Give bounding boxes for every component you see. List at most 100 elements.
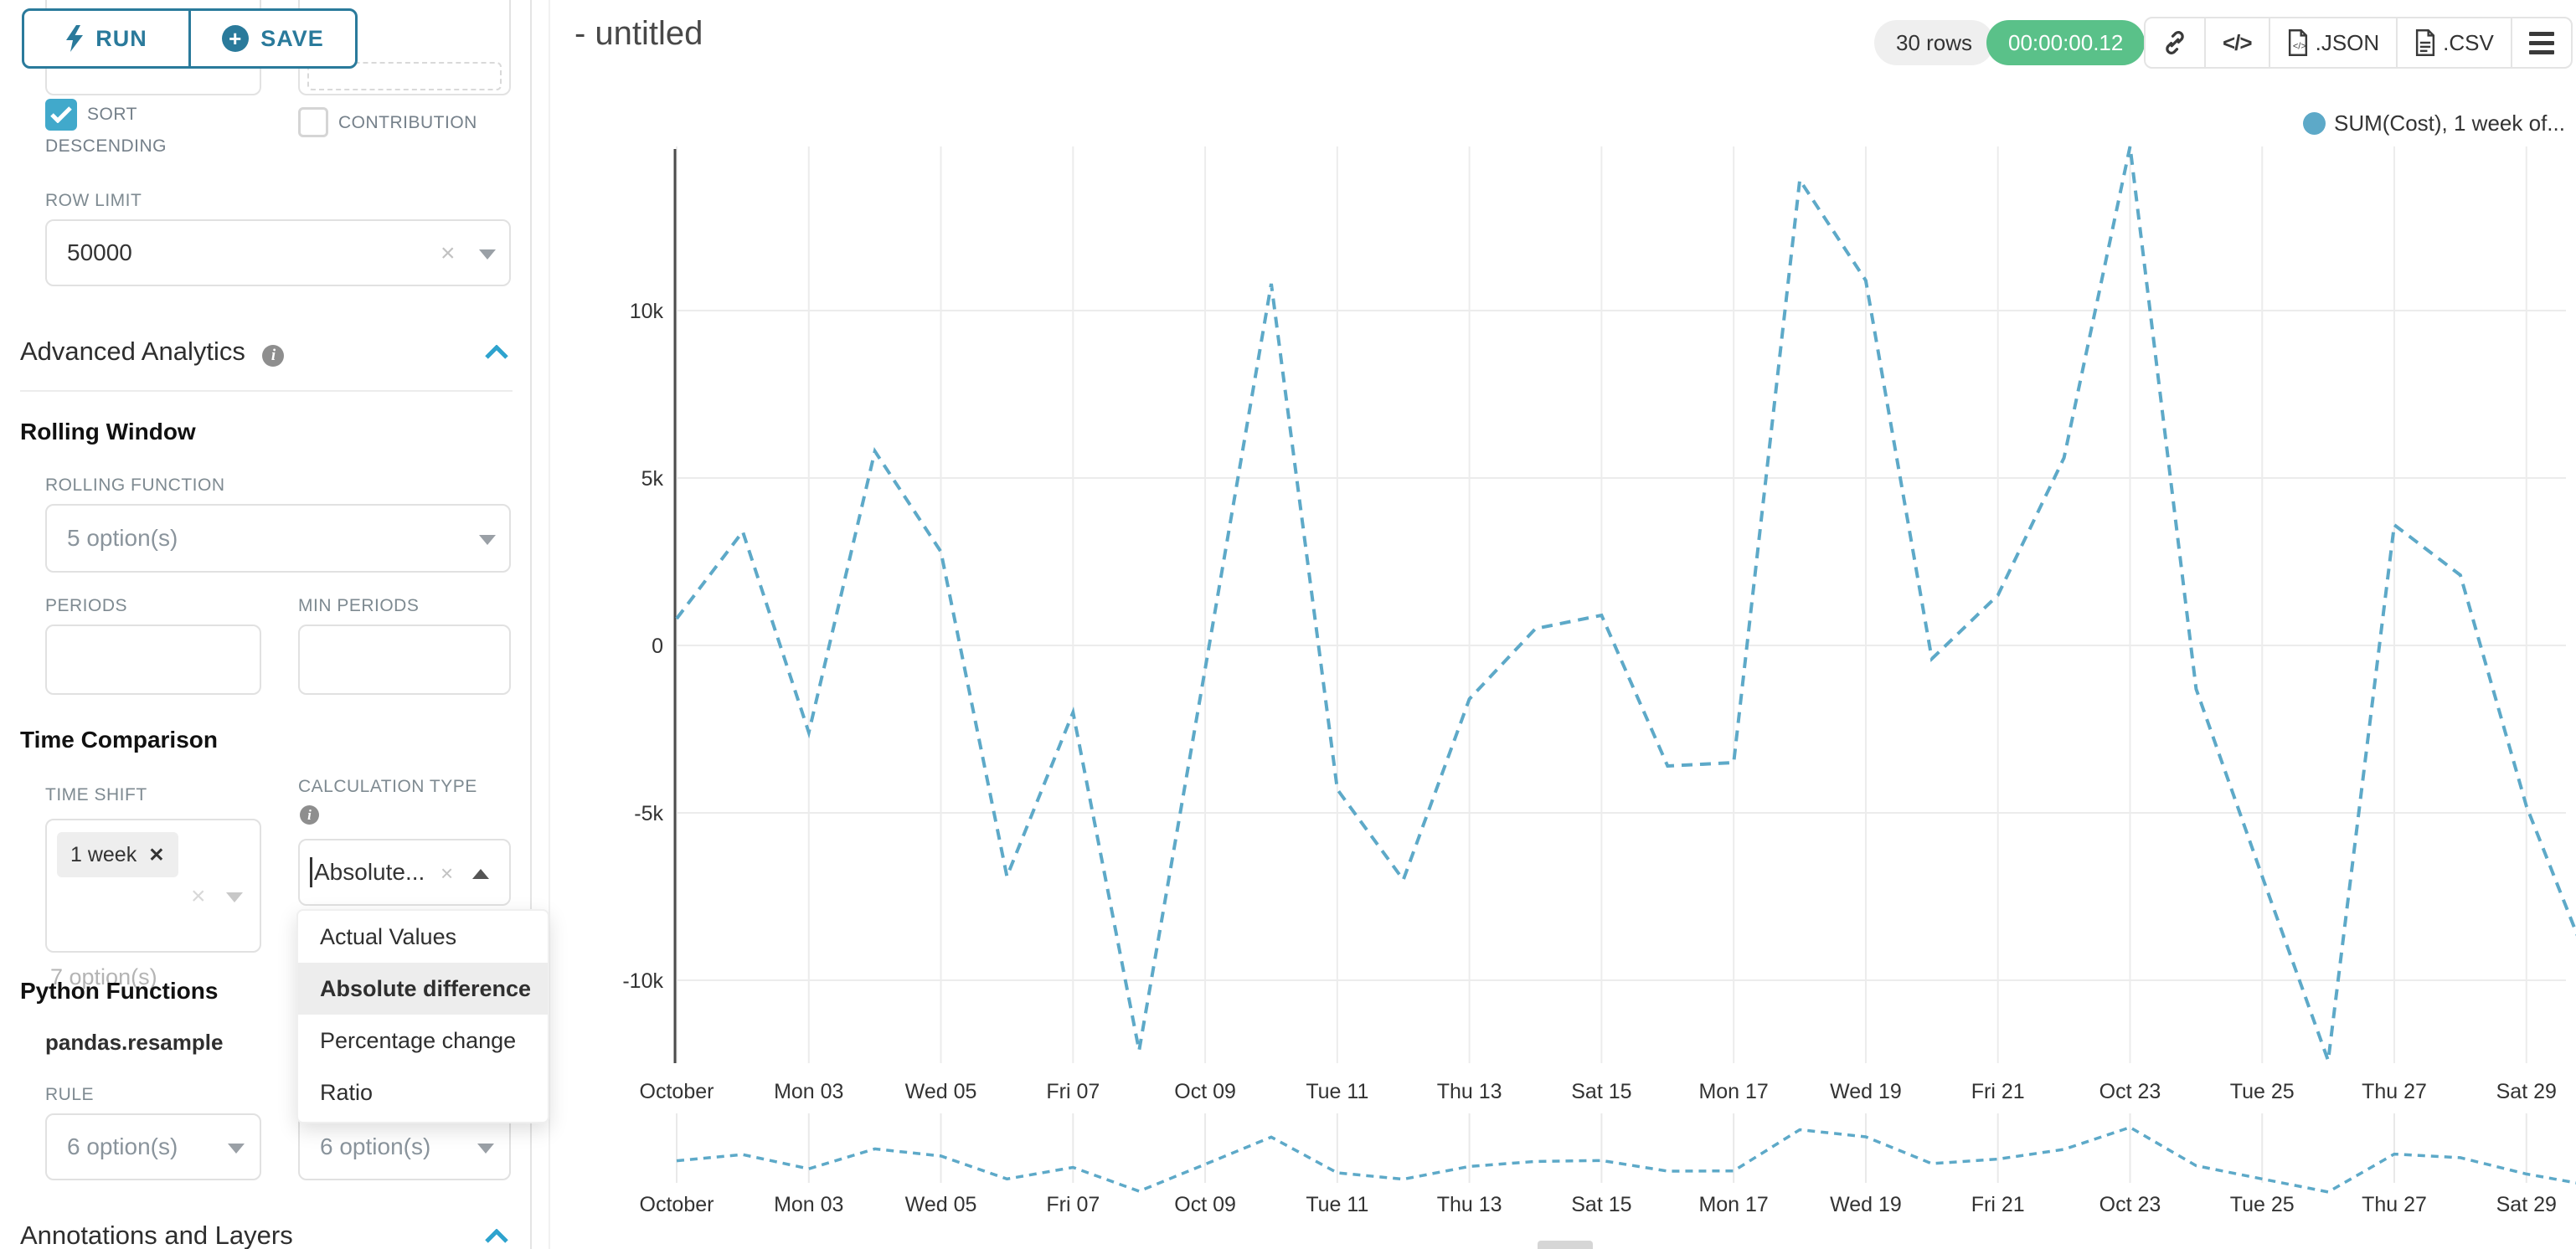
advanced-analytics-title: Advanced Analytics xyxy=(20,337,245,366)
text-cursor xyxy=(310,857,312,887)
dropdown-option-actual-values[interactable]: Actual Values xyxy=(320,924,457,949)
min-periods-label: MIN PERIODS xyxy=(298,596,420,615)
periods-label: PERIODS xyxy=(45,596,128,615)
chevron-up-icon xyxy=(472,869,489,879)
save-button[interactable]: + SAVE xyxy=(188,11,355,66)
dropdown-option-absolute-difference[interactable]: Absolute difference xyxy=(298,963,548,1015)
export-csv-button[interactable]: .CSV xyxy=(2396,18,2511,67)
dropdown-option-percentage-change[interactable]: Percentage change xyxy=(320,1028,517,1053)
main-chart[interactable]: 10k 5k 0 -5k -10k October Mon 03 Wed 05 Fri 07 Oc… xyxy=(553,117,2576,1109)
clear-icon[interactable]: × xyxy=(440,861,454,886)
svg-text:Oct 09: Oct 09 xyxy=(1174,1193,1236,1216)
cutoff-tag-input[interactable] xyxy=(298,0,511,95)
chevron-up-icon[interactable] xyxy=(484,345,509,360)
chart-legend[interactable]: SUM(Cost), 1 week of... xyxy=(2303,111,2565,136)
chevron-down-icon xyxy=(226,892,243,902)
svg-text:Tue 25: Tue 25 xyxy=(2230,1080,2295,1103)
more-menu-button[interactable] xyxy=(2510,18,2571,67)
svg-text:October: October xyxy=(640,1193,714,1216)
svg-text:Fri 07: Fri 07 xyxy=(1046,1080,1100,1103)
contribution-control[interactable]: CONTRIBUTION xyxy=(298,107,549,139)
calculation-type-label: CALCULATION TYPE xyxy=(298,777,477,796)
clear-icon[interactable]: × xyxy=(191,882,206,910)
check-icon xyxy=(50,106,72,123)
time-shift-tag[interactable]: 1 week ✕ xyxy=(57,832,178,877)
svg-text:Wed 05: Wed 05 xyxy=(905,1193,977,1216)
contribution-checkbox[interactable] xyxy=(298,107,328,137)
svg-text:Thu 13: Thu 13 xyxy=(1437,1080,1502,1103)
time-comparison-title: Time Comparison xyxy=(20,727,218,753)
save-label: SAVE xyxy=(260,25,324,51)
export-json-label: .JSON xyxy=(2315,29,2380,55)
hamburger-icon xyxy=(2528,31,2554,54)
svg-text:10k: 10k xyxy=(630,300,664,323)
advanced-analytics-header[interactable]: Advanced Analytics i xyxy=(20,337,285,367)
rule-label: RULE xyxy=(45,1085,95,1104)
embed-code-button[interactable]: </> xyxy=(2204,18,2269,67)
svg-text:Sat 15: Sat 15 xyxy=(1571,1193,1631,1216)
chevron-down-icon xyxy=(477,1144,494,1154)
svg-text:-10k: -10k xyxy=(622,969,663,993)
plus-circle-icon: + xyxy=(222,25,250,52)
svg-text:Thu 27: Thu 27 xyxy=(2362,1080,2427,1103)
info-icon[interactable]: i xyxy=(262,345,285,367)
svg-text:October: October xyxy=(640,1080,714,1103)
calculation-type-select[interactable]: Absolute... × xyxy=(298,839,511,906)
resample-method-select[interactable]: 6 option(s) xyxy=(298,1113,511,1180)
sort-descending-control[interactable]: SORT DESCENDING xyxy=(45,99,221,162)
row-limit-select[interactable]: 50000 × xyxy=(45,219,511,286)
file-icon xyxy=(2416,29,2435,56)
row-limit-label: ROW LIMIT xyxy=(45,191,142,210)
resample-method-value: 6 option(s) xyxy=(320,1133,431,1159)
rolling-function-value: 5 option(s) xyxy=(67,525,178,551)
dashed-drop-area xyxy=(307,62,502,90)
dropdown-option-ratio[interactable]: Ratio xyxy=(320,1080,374,1105)
timer-badge: 00:00:00.12 xyxy=(1986,20,2146,65)
copy-link-button[interactable] xyxy=(2146,18,2204,67)
export-json-button[interactable]: </> .JSON xyxy=(2268,18,2397,67)
chevron-up-icon[interactable] xyxy=(484,1229,509,1244)
run-button[interactable]: RUN xyxy=(24,11,188,66)
time-shift-label: TIME SHIFT xyxy=(45,785,147,804)
svg-text:Fri 21: Fri 21 xyxy=(1971,1080,2025,1103)
code-icon: </> xyxy=(2223,29,2253,55)
sort-descending-label: SORT DESCENDING xyxy=(45,105,167,156)
svg-text:Oct 23: Oct 23 xyxy=(2099,1080,2161,1103)
legend-label: SUM(Cost), 1 week of... xyxy=(2334,111,2565,136)
panel-divider[interactable] xyxy=(530,0,532,1249)
export-toolbar: </> </> .JSON .CSV xyxy=(2144,17,2573,69)
remove-tag-icon[interactable]: ✕ xyxy=(148,843,165,866)
svg-text:Fri 21: Fri 21 xyxy=(1971,1193,2025,1216)
file-icon: </> xyxy=(2288,29,2307,56)
legend-dot-icon xyxy=(2303,112,2326,135)
min-periods-input[interactable] xyxy=(298,624,511,695)
svg-text:Oct 23: Oct 23 xyxy=(2099,1193,2161,1216)
mini-preview-chart[interactable]: October Mon 03 Wed 05 Fri 07 Oct 09 Tue 11 Thu… xyxy=(553,1109,2576,1249)
svg-text:Thu 27: Thu 27 xyxy=(2362,1193,2427,1216)
annotations-title: Annotations and Layers xyxy=(20,1221,293,1249)
time-shift-multiselect[interactable]: 1 week ✕ × xyxy=(45,819,261,953)
chart-title[interactable]: - untitled xyxy=(574,15,703,52)
svg-text:0: 0 xyxy=(652,635,663,658)
clear-icon[interactable]: × xyxy=(440,239,456,267)
periods-input[interactable] xyxy=(45,624,261,695)
rule-select[interactable]: 6 option(s) xyxy=(45,1113,261,1180)
svg-text:Wed 05: Wed 05 xyxy=(905,1080,977,1103)
link-icon xyxy=(2166,31,2184,54)
svg-text:Wed 19: Wed 19 xyxy=(1830,1193,1902,1216)
run-save-button-group: RUN + SAVE xyxy=(22,8,358,69)
chevron-down-icon xyxy=(228,1144,245,1154)
svg-text:5k: 5k xyxy=(641,467,664,491)
svg-text:Oct 09: Oct 09 xyxy=(1174,1080,1236,1103)
info-icon[interactable]: i xyxy=(300,805,319,825)
rolling-function-select[interactable]: 5 option(s) xyxy=(45,504,511,573)
panel-divider-gutter xyxy=(549,0,550,1249)
sort-descending-checkbox[interactable] xyxy=(45,99,77,131)
svg-text:Fri 07: Fri 07 xyxy=(1046,1193,1100,1216)
svg-text:Mon 03: Mon 03 xyxy=(774,1080,843,1103)
calculation-type-dropdown: Actual Values Absolute difference Percen… xyxy=(296,909,549,1123)
lightning-icon xyxy=(66,25,84,52)
resize-drag-handle[interactable] xyxy=(1538,1241,1593,1249)
svg-text:-5k: -5k xyxy=(634,802,663,825)
svg-text:</>: </> xyxy=(2292,41,2306,51)
